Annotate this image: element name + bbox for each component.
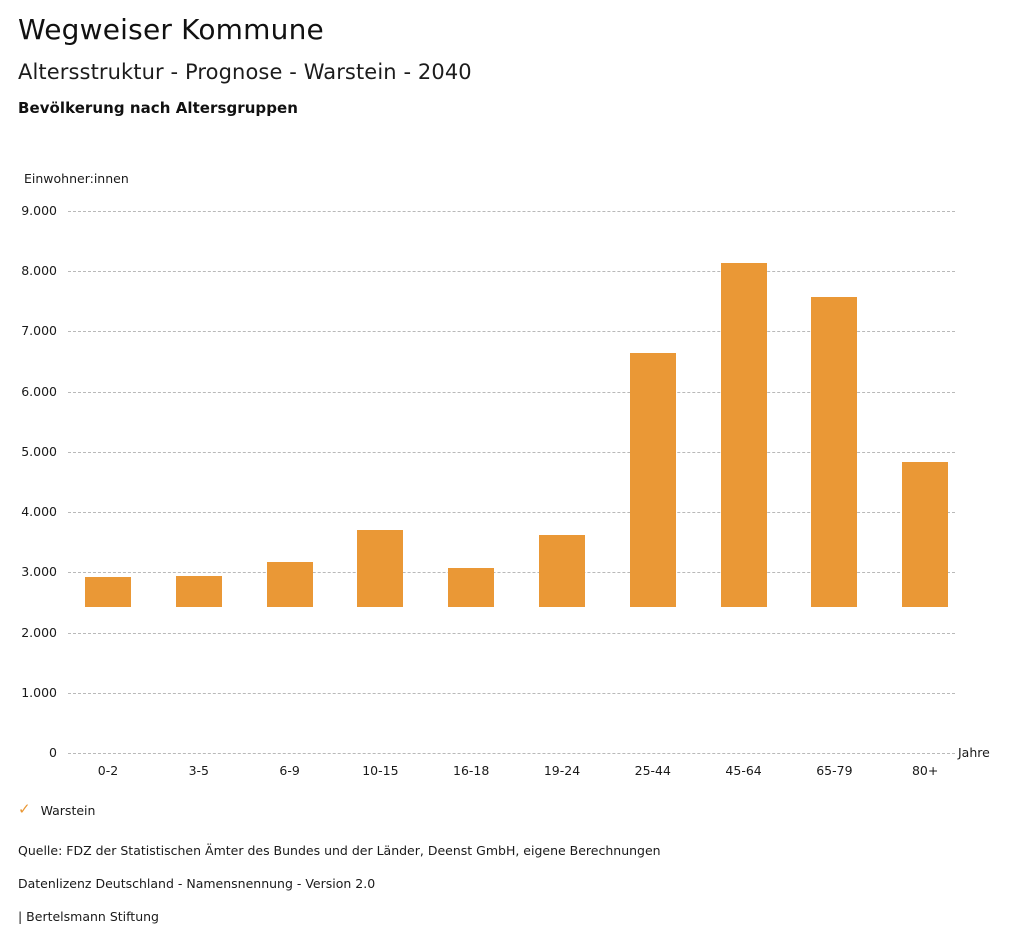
x-axis-tick-label: 0-2 bbox=[97, 763, 119, 778]
x-axis-tick-label: 16-18 bbox=[453, 763, 490, 778]
chart-footer: Quelle: FDZ der Statistischen Ämter des … bbox=[18, 843, 978, 924]
x-axis-tick-label: 45-64 bbox=[725, 763, 762, 778]
x-axis-tick-label: 6-9 bbox=[279, 763, 300, 778]
chart-subtitle: Altersstruktur - Prognose - Warstein - 2… bbox=[18, 60, 472, 84]
chart-plot-area: Einwohner:innen 0 1.000 2.000 3.000 4.000 5.0… bbox=[21, 171, 990, 778]
y-axis-tick-label: 1.000 bbox=[21, 684, 57, 700]
chart-header: Wegweiser Kommune Altersstruktur - Progn… bbox=[18, 12, 998, 117]
x-axis-tick-label: 10-15 bbox=[362, 763, 399, 778]
chart-caption: Bevölkerung nach Altersgruppen bbox=[18, 99, 298, 118]
x-axis-tick-label: 65-79 bbox=[816, 763, 853, 778]
footer-line: Datenlizenz Deutschland - Namensnennung … bbox=[18, 876, 376, 891]
y-axis-tick-label: 7.000 bbox=[21, 323, 57, 339]
gridline bbox=[68, 271, 955, 273]
y-axis-title: Einwohner:innen bbox=[24, 171, 129, 186]
bar-19-24[interactable] bbox=[539, 535, 585, 607]
y-axis-tick-label: 3.000 bbox=[21, 564, 57, 580]
gridline bbox=[68, 632, 955, 634]
x-axis-tick-label: 25-44 bbox=[634, 763, 671, 778]
page-title: Wegweiser Kommune bbox=[18, 13, 324, 46]
bar-45-64[interactable] bbox=[720, 262, 767, 607]
gridline bbox=[68, 572, 955, 574]
bar-80+[interactable] bbox=[902, 462, 949, 607]
bar-25-44[interactable] bbox=[629, 352, 676, 607]
y-axis-tick-label: 9.000 bbox=[21, 203, 57, 218]
x-axis-title: Jahre bbox=[958, 745, 990, 760]
gridline bbox=[68, 753, 955, 754]
bar-0-2[interactable] bbox=[85, 576, 131, 607]
y-axis-tick-label: 0 bbox=[49, 745, 57, 760]
y-axis-tick-label: 6.000 bbox=[21, 383, 57, 399]
gridline bbox=[68, 331, 955, 333]
gridline bbox=[68, 692, 955, 694]
y-axis-tick-label: 5.000 bbox=[21, 443, 57, 459]
footer-line: Quelle: FDZ der Statistischen Ämter des … bbox=[18, 843, 661, 858]
x-axis-tick-label: 19-24 bbox=[543, 763, 581, 778]
y-axis-tick-label: 4.000 bbox=[21, 504, 57, 520]
x-axis-tick-label: 3-5 bbox=[188, 763, 209, 778]
bar-10-15[interactable] bbox=[357, 529, 404, 607]
bars-layer: 0-2 3-5 6-9 10-15 16-18 19-24 25-44 45-64 65-79 8… bbox=[85, 262, 949, 778]
footer-line: | Bertelsmann Stiftung bbox=[18, 909, 159, 924]
bar-3-5[interactable] bbox=[175, 575, 222, 607]
bar-65-79[interactable] bbox=[811, 297, 858, 607]
x-axis-tick-label: 80+ bbox=[911, 763, 939, 778]
y-axis-tick-label: 2.000 bbox=[21, 624, 57, 640]
legend-item-label: Warstein bbox=[40, 803, 96, 818]
check-icon: ✓ bbox=[18, 800, 31, 818]
y-axis-tick-label: 8.000 bbox=[21, 263, 57, 279]
gridline bbox=[68, 211, 955, 212]
bar-16-18[interactable] bbox=[448, 568, 495, 607]
gridline bbox=[68, 512, 955, 514]
chart-legend[interactable]: ✓ Warstein bbox=[18, 800, 96, 819]
gridline bbox=[68, 451, 955, 453]
bar-6-9[interactable] bbox=[266, 561, 313, 607]
gridline bbox=[68, 391, 955, 393]
